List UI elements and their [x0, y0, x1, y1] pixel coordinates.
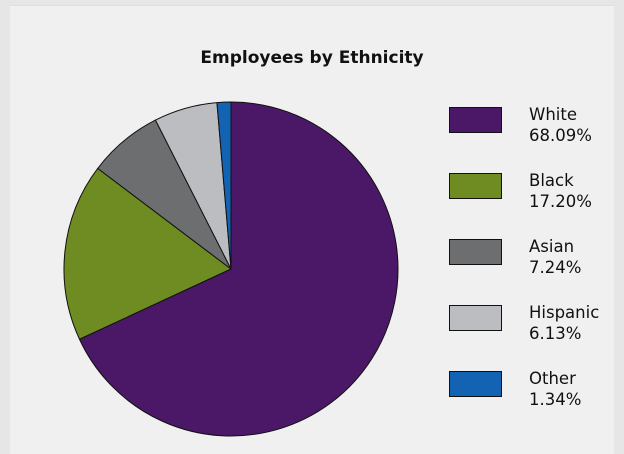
legend-swatch-hispanic [449, 305, 502, 331]
legend-label-black: Black [529, 171, 574, 190]
pie-slice-white [78, 101, 399, 437]
legend-item-asian: Asian 7.24% [449, 236, 619, 302]
pie-slice-other [216, 101, 232, 270]
legend-swatch-black [449, 173, 502, 199]
legend-item-black: Black 17.20% [449, 170, 619, 236]
legend-item-white: White 68.09% [449, 104, 619, 170]
pie-slice-black [63, 167, 232, 340]
legend-value-asian: 7.24% [529, 258, 582, 277]
legend-label-asian: Asian [529, 237, 575, 256]
legend-value-other: 1.34% [529, 390, 582, 409]
legend-label-white: White [529, 105, 577, 124]
legend-label-hispanic: Hispanic [529, 303, 600, 322]
legend-swatch-asian [449, 239, 502, 265]
legend: White 68.09% Black 17.20% Asian 7.24% Hi… [449, 104, 619, 434]
chart-title: Employees by Ethnicity [200, 48, 424, 68]
legend-value-black: 17.20% [529, 192, 592, 211]
legend-value-hispanic: 6.13% [529, 324, 582, 343]
legend-item-hispanic: Hispanic 6.13% [449, 302, 619, 368]
legend-swatch-other [449, 371, 502, 397]
legend-value-white: 68.09% [529, 126, 592, 145]
legend-swatch-white [449, 107, 502, 133]
legend-item-other: Other 1.34% [449, 368, 619, 434]
legend-label-other: Other [529, 369, 576, 388]
